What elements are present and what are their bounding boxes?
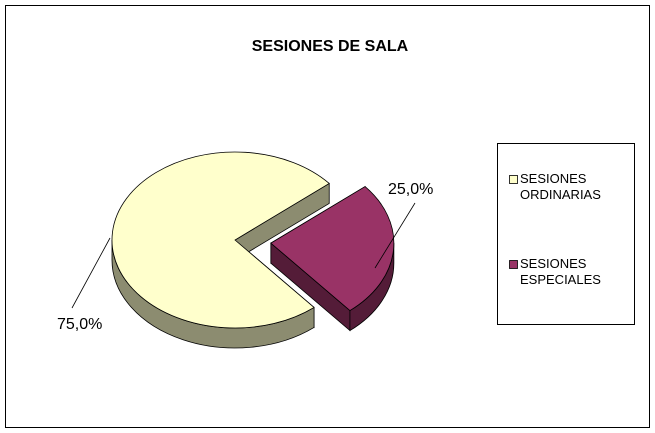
legend-item: SESIONES ORDINARIAS — [520, 171, 601, 202]
legend-swatch — [509, 175, 518, 184]
legend-label: SESIONES ESPECIALES — [520, 256, 601, 287]
legend-item: SESIONES ESPECIALES — [520, 256, 601, 287]
leader-line — [71, 237, 111, 309]
slice — [111, 151, 330, 329]
slice — [270, 186, 395, 312]
data-label: 25,0% — [388, 181, 433, 198]
legend-box — [497, 143, 635, 325]
data-label: 75,0% — [57, 316, 102, 333]
legend-swatch — [509, 260, 518, 269]
leader-line — [374, 202, 416, 269]
legend-label: SESIONES ORDINARIAS — [520, 171, 601, 202]
chart-title: SESIONES DE SALA — [252, 38, 409, 55]
